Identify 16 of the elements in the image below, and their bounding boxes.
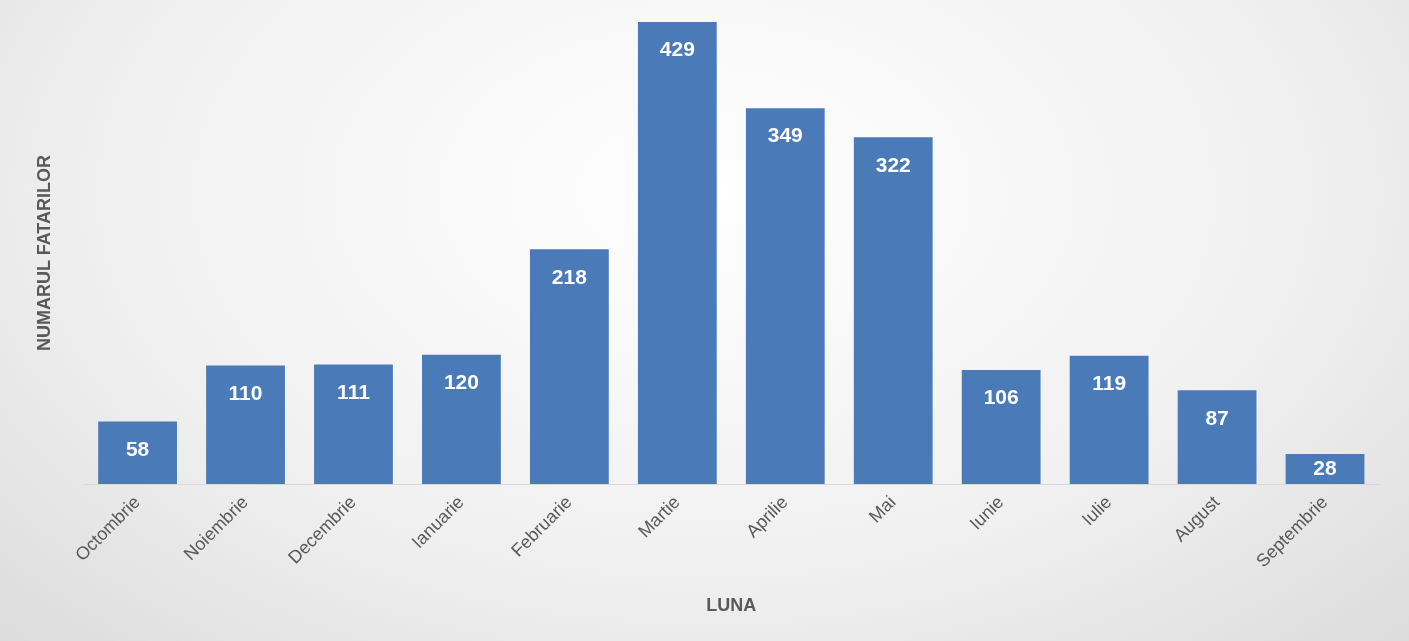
data-label: 322	[875, 152, 911, 176]
data-label: 349	[767, 123, 803, 147]
x-tick-label: Iulie	[1077, 491, 1116, 530]
data-label: 28	[1313, 455, 1338, 479]
data-label: 429	[659, 37, 695, 61]
data-label: 58	[125, 436, 150, 460]
data-label: 120	[443, 370, 479, 394]
x-axis-title: LUNA	[706, 595, 757, 616]
data-label: 110	[228, 380, 263, 404]
data-label: 111	[337, 379, 371, 403]
data-label: 87	[1205, 405, 1229, 429]
data-label: 218	[551, 264, 588, 288]
data-label: 119	[1092, 371, 1127, 395]
y-axis-title: NUMARUL FATARILOR	[33, 155, 54, 352]
x-tick-label: Mai	[864, 491, 900, 527]
data-label: 106	[983, 385, 1019, 409]
